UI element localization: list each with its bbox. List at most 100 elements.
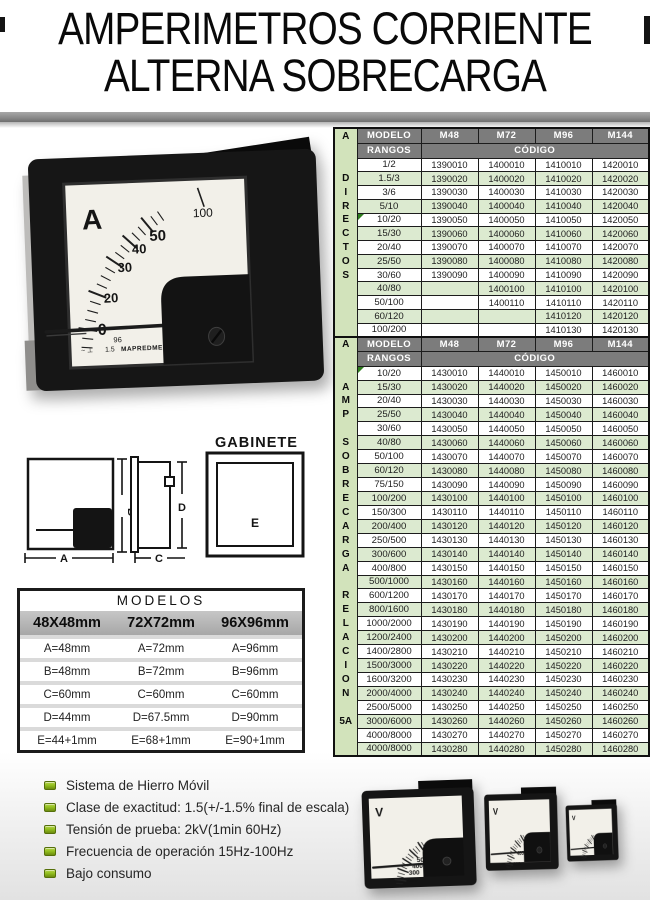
code-cell: 1440100 <box>477 490 536 506</box>
code-cell: 1460110 <box>591 504 650 520</box>
code-cell: 1460140 <box>591 546 650 562</box>
table-row: L 1000/2000 1430190 1440190 1450190 1460190 <box>333 616 650 632</box>
code-cell: 1420010 <box>591 157 650 173</box>
code-cell: 1440280 <box>477 741 536 757</box>
rango-cell: 1400/2800 <box>356 644 422 660</box>
scale-tick <box>85 318 97 323</box>
code-cell: 1410130 <box>534 322 593 338</box>
code-cell: 1390050 <box>420 212 479 228</box>
code-cell: 1430180 <box>420 602 479 618</box>
rango-cell: 1/2 <box>356 157 422 173</box>
side-letter-cell: I <box>333 658 358 673</box>
scale-tick <box>87 309 99 314</box>
scale-tick <box>511 848 516 852</box>
scale-tick <box>157 211 165 221</box>
code-cell: 1460060 <box>591 435 650 451</box>
rango-cell: 100/200 <box>356 490 422 506</box>
code-cell: 1450010 <box>534 365 593 381</box>
side-letter-cell: E <box>333 213 358 227</box>
code-cell: 1430020 <box>420 379 479 395</box>
subheader-row: RANGOS CÓDIGO <box>333 351 650 367</box>
code-cell: 1450120 <box>534 518 593 534</box>
modelos-column-header: 96X96mm <box>221 615 289 631</box>
side-letter-cell: C <box>333 505 358 520</box>
rangos-header-cell: RANGOS <box>356 351 422 367</box>
code-cell: 1460100 <box>591 490 650 506</box>
code-cell: 1400110 <box>477 295 536 310</box>
code-cell: 1440150 <box>477 560 536 576</box>
table-row: M 20/40 1430030 1440030 1450030 1460030 <box>333 393 650 409</box>
modelos-cell: B=96mm <box>231 665 279 678</box>
side-letter-cell: R <box>333 588 358 603</box>
side-letter-cell: O <box>333 254 358 269</box>
code-cell: 1430040 <box>420 407 479 423</box>
codigo-header-cell: CÓDIGO <box>420 142 650 159</box>
code-cell: 1440180 <box>477 602 536 618</box>
code-cell: 1390030 <box>420 185 479 200</box>
code-cell: 1460230 <box>591 671 650 687</box>
bullet-icon <box>44 868 56 878</box>
code-cell: 1420090 <box>591 267 650 283</box>
scale-tick <box>514 843 518 848</box>
code-cell: 1430280 <box>420 741 479 757</box>
voltmeter-photo-48mm: 200600V <box>564 798 621 864</box>
feature-item: Sistema de Hierro Móvil <box>44 774 349 796</box>
table-row: 40/80 1400100 1410100 1420100 <box>333 281 650 297</box>
scale-tick <box>581 858 585 860</box>
unit-label: V <box>493 806 499 817</box>
rango-cell: 50/100 <box>356 449 422 465</box>
subheader-row: RANGOS CÓDIGO <box>333 142 650 159</box>
code-cell: 1460270 <box>591 727 650 743</box>
rangos-header-cell: RANGOS <box>356 142 422 159</box>
modelos-cell: D=67.5mm <box>132 711 190 724</box>
modelos-cell: E=44+1mm <box>37 734 97 747</box>
side-letter-cell: I <box>333 185 358 200</box>
code-cell: 1390040 <box>420 198 479 214</box>
scale-tick <box>410 850 416 857</box>
code-cell: 1430230 <box>420 671 479 687</box>
side-letter-cell <box>333 351 358 367</box>
table-row: 10/20 1430010 1440010 1450010 1460010 <box>333 365 650 381</box>
code-cell: 1430170 <box>420 588 479 604</box>
scale-tick <box>507 858 513 861</box>
code-cell: 1430200 <box>420 630 479 646</box>
side-letter-cell: A <box>333 630 358 645</box>
rango-cell: 3/6 <box>356 185 422 200</box>
modelos-cell: C=60mm <box>137 688 185 701</box>
scale-tick <box>582 854 586 856</box>
code-cell: 1410080 <box>534 253 593 269</box>
column-header-cell: M48 <box>420 336 479 353</box>
code-cell: 1450050 <box>534 421 593 437</box>
scale-label: 400 <box>412 863 423 870</box>
rango-cell: 25/50 <box>356 407 422 423</box>
code-cell: 1410040 <box>534 198 593 214</box>
table-row: I 1500/3000 1430220 1440220 1450220 1460220 <box>333 658 650 673</box>
rango-cell: 4000/8000 <box>356 727 422 743</box>
modelos-column-header: 72X72mm <box>127 615 195 631</box>
rango-cell: 2500/5000 <box>356 699 422 715</box>
bullet-icon <box>44 802 56 812</box>
code-cell: 1450240 <box>534 685 593 701</box>
side-letter-cell: E <box>333 491 358 506</box>
table-row: 100/200 1410130 1420130 <box>333 322 650 338</box>
modelos-cell: B=48mm <box>43 665 91 678</box>
voltmeter-photo-96mm: 200300400500600V <box>358 777 482 893</box>
code-cell: 1460240 <box>591 685 650 701</box>
column-header-cell: M48 <box>420 127 479 144</box>
scale-label: 40 <box>132 241 147 257</box>
modelos-cell: A=96mm <box>231 642 279 655</box>
scale-tick <box>121 234 138 249</box>
scale-tick <box>120 244 130 253</box>
front-view-outline <box>26 457 115 551</box>
code-cell: 1450180 <box>534 602 593 618</box>
feature-text: Bajo consumo <box>66 865 152 881</box>
column-header-cell: MODELO <box>356 127 422 144</box>
scale-label: 500 <box>417 857 428 864</box>
codes-table-directos: A MODELO M48 M72 M96 M144 RANGOS CÓDIGO 1/2 13900… <box>333 127 650 338</box>
cabinet-inner <box>216 462 294 547</box>
gabinete-diagram: A B D C GABINETE E <box>24 435 305 565</box>
code-cell: 1460210 <box>591 644 650 660</box>
bullet-icon <box>44 780 56 790</box>
modelos-header-row: 48X48mm 72X72mm 96X96mm <box>20 611 302 635</box>
